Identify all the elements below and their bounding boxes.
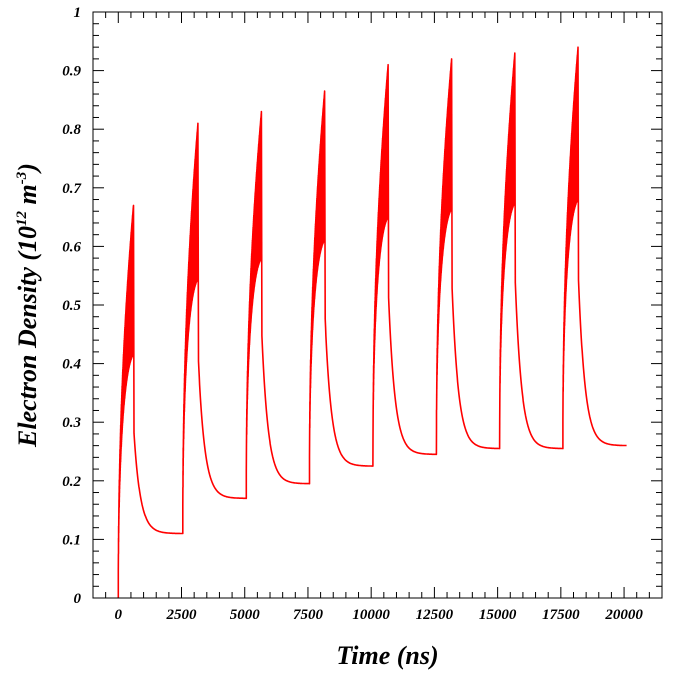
y-axis-label-exp1: 12: [14, 210, 30, 226]
x-tick-label: 0: [115, 607, 123, 623]
plot-frame: [92, 11, 663, 599]
x-tick-label: 20000: [604, 607, 643, 623]
y-axis-label-exp2: -3: [14, 171, 30, 184]
x-tick-label: 12500: [416, 607, 454, 623]
y-tick-label: 0: [74, 591, 82, 607]
y-axis-label-prefix: Electron Density (10: [13, 226, 42, 448]
x-tick-label: 17500: [542, 607, 580, 623]
y-axis-label: Electron Density (1012 m-3): [13, 163, 42, 448]
x-axis-label: Time (ns): [336, 641, 438, 670]
y-tick-label: 0.6: [62, 239, 81, 255]
y-tick-label: 1: [74, 5, 82, 21]
tick-labels: 0 2500 5000 7500 10000 12500 15000 17500 20000 0 0…: [62, 5, 643, 623]
x-tick-label: 5000: [230, 607, 261, 623]
y-tick-label: 0.1: [62, 532, 81, 548]
axis-ticks: [92, 11, 663, 599]
y-tick-label: 0.5: [62, 298, 81, 314]
y-tick-label: 0.2: [62, 474, 81, 490]
y-tick-label: 0.9: [62, 64, 81, 80]
x-tick-label: 10000: [352, 607, 390, 623]
y-axis-label-suffix: ): [13, 163, 42, 174]
x-tick-label: 2500: [166, 607, 198, 623]
y-tick-label: 0.4: [62, 357, 81, 373]
electron-density-line: [117, 46, 627, 598]
x-tick-label: 7500: [293, 607, 324, 623]
y-tick-label: 0.7: [62, 181, 81, 197]
series-layer: [117, 46, 627, 598]
y-axis-label-mid: m: [13, 184, 42, 211]
y-tick-label: 0.8: [62, 122, 81, 138]
y-tick-label: 0.3: [62, 415, 81, 431]
x-tick-label: 15000: [479, 607, 517, 623]
